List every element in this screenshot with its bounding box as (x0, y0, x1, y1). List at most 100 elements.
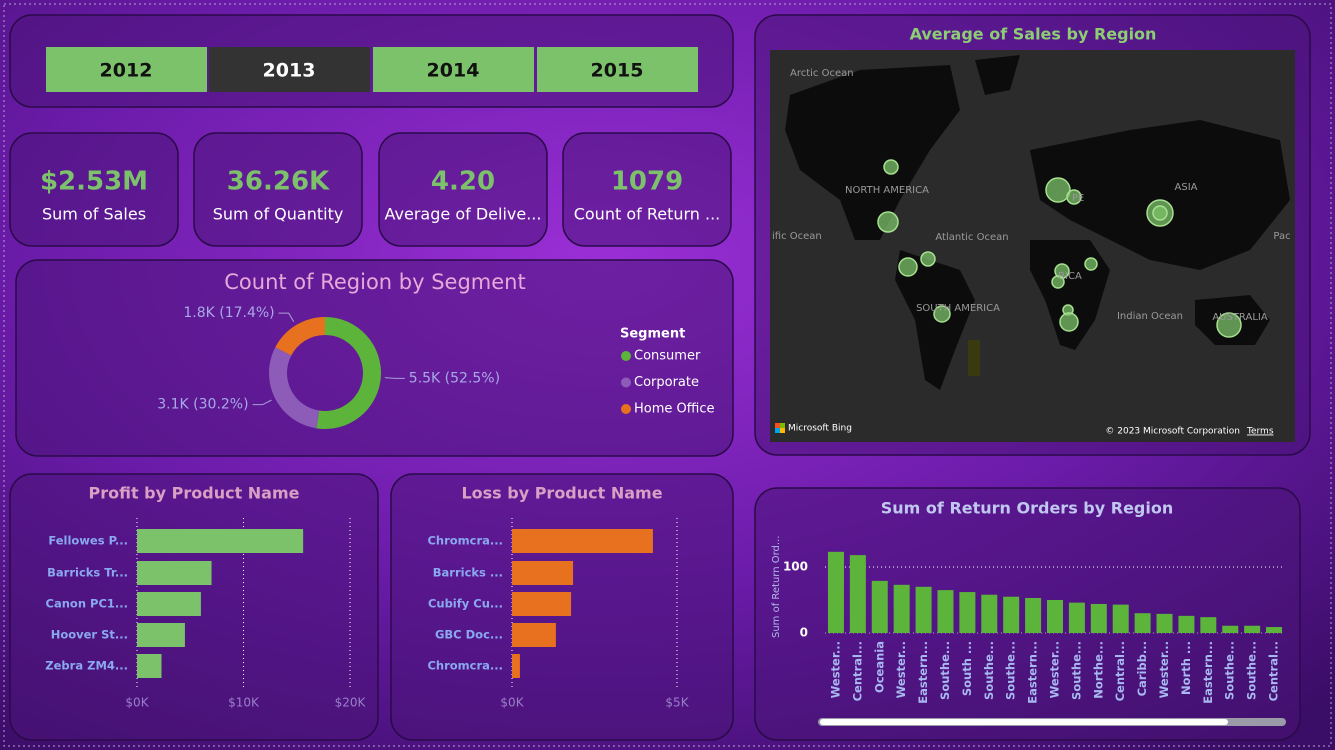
x-tick-label: Southe... (982, 641, 996, 700)
x-tick-label: $20K (335, 696, 367, 710)
card-value: 36.26K (227, 167, 330, 197)
x-tick-label: North ... (1179, 641, 1193, 695)
map-label: ASIA (1175, 182, 1198, 193)
x-tick-label: Wester... (828, 641, 842, 698)
card-panel (9, 132, 179, 247)
bar (1047, 600, 1063, 633)
bar (137, 654, 162, 678)
slicer-button[interactable] (209, 47, 370, 92)
bar (871, 580, 888, 633)
map-credit[interactable]: Terms (1246, 427, 1274, 437)
map-bubble (898, 257, 918, 277)
logo (780, 423, 785, 428)
slicer-button[interactable] (373, 47, 534, 92)
bar (137, 561, 212, 585)
map-label: PE (1072, 193, 1084, 204)
map-label: Atlantic Ocean (935, 232, 1008, 243)
map-label: Pac (1273, 231, 1290, 242)
card-value: 1079 (611, 167, 683, 197)
map-bubble (933, 305, 951, 323)
card-label: Count of Return ... (574, 205, 721, 224)
slicer-label[interactable]: 2015 (591, 60, 644, 82)
x-tick-label: Eastern... (1201, 641, 1215, 704)
bar (512, 623, 556, 647)
x-tick-label: Wester... (1048, 641, 1062, 698)
slicer-label[interactable]: 2013 (263, 60, 316, 82)
map-credit: Microsoft Bing (788, 424, 852, 434)
y-tick-label: GBC Doc... (435, 628, 503, 642)
bar (137, 592, 201, 616)
x-tick-label: $5K (665, 696, 689, 710)
bar (1222, 625, 1239, 633)
y-tick-label: Fellowes P... (48, 534, 128, 548)
y-tick-label: Hoover St... (51, 628, 128, 642)
chart-title: Loss by Product Name (461, 484, 662, 503)
x-tick-label: Southe... (1004, 641, 1018, 700)
x-tick-label: Eastern... (916, 641, 930, 704)
map-label: ific Ocean (772, 231, 822, 242)
slicer-label[interactable]: 2014 (427, 60, 480, 82)
x-tick-label: South ... (960, 641, 974, 696)
y-tick-label: Chromcra... (427, 534, 503, 548)
x-tick-label: $0K (125, 696, 149, 710)
canvas-border (3, 3, 1332, 747)
bar (893, 584, 910, 633)
bar (1003, 596, 1020, 633)
map-bubble (883, 159, 899, 175)
bar (1090, 603, 1107, 633)
x-tick-label: Wester... (894, 641, 908, 698)
map-label: NORTH AMERICA (845, 185, 929, 196)
y-tick-label: Canon PC1... (46, 597, 128, 611)
map-artifact (968, 340, 980, 376)
bar (1025, 598, 1042, 633)
legend-title: Segment (620, 327, 685, 342)
scrollbar-thumb[interactable] (820, 719, 1228, 725)
card-value: $2.53M (40, 167, 148, 197)
y-tick-label: 0 (800, 626, 808, 640)
card-label: Average of Delive... (385, 205, 542, 224)
x-tick-label: Southe... (938, 641, 952, 700)
map-label: RICA (1058, 271, 1082, 282)
bar (937, 590, 954, 633)
bar (512, 561, 574, 585)
bar (1068, 602, 1085, 633)
map-bubble (920, 251, 936, 267)
bar (827, 551, 844, 633)
x-tick-label: Central... (1267, 641, 1281, 701)
legend-label: Consumer (634, 349, 701, 364)
x-tick-label: $10K (228, 696, 260, 710)
leader-line (384, 377, 405, 379)
x-tick-label: Northe... (1091, 641, 1105, 699)
y-tick-label: Zebra ZM4... (45, 659, 128, 673)
legend-label: Corporate (634, 375, 699, 390)
card-label: Sum of Quantity (213, 205, 344, 224)
chart-title: Profit by Product Name (88, 484, 299, 503)
y-tick-label: Barricks ... (433, 566, 503, 580)
map-bubble (1216, 312, 1242, 338)
land (895, 250, 975, 390)
x-tick-label: Wester... (1157, 641, 1171, 698)
data-label: 1.8K (17.4%) (183, 305, 274, 321)
map-title: Average of Sales by Region (910, 25, 1157, 44)
slicer-button[interactable] (46, 47, 207, 92)
y-tick-label: 100 (783, 560, 808, 574)
y-tick-label: Cubify Cu... (428, 597, 503, 611)
map-bubble (1066, 189, 1082, 205)
donut-slice (269, 347, 320, 429)
land (785, 65, 960, 240)
map-bubble (877, 211, 899, 233)
y-axis-label: Sum of Return Ord... (771, 536, 782, 638)
bar (1244, 625, 1261, 633)
map-bubble (1051, 275, 1065, 289)
map-label: Arctic Ocean (790, 68, 854, 79)
legend-marker (621, 377, 631, 388)
slicer-button[interactable] (537, 47, 698, 92)
logo (775, 428, 780, 433)
bar (959, 592, 976, 633)
x-tick-label: Southe... (1223, 641, 1237, 700)
card-value: 4.20 (431, 167, 495, 197)
slicer-label[interactable]: 2012 (100, 60, 153, 82)
map-bubble (1152, 205, 1168, 221)
